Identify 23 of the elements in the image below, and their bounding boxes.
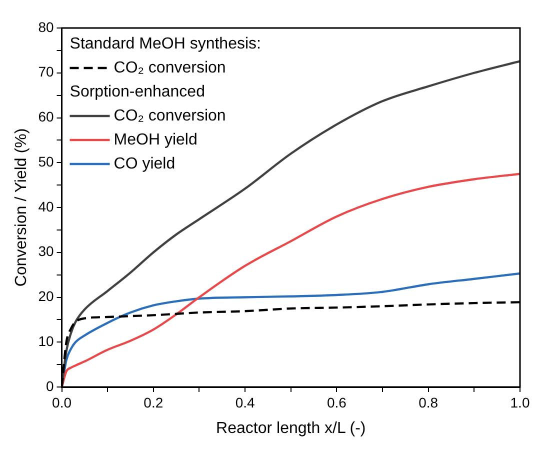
annotation: Sorption-enhanced [70, 83, 205, 100]
y-tick-label: 30 [38, 243, 54, 260]
y-tick-label: 60 [38, 108, 54, 125]
y-tick-label: 70 [38, 64, 54, 80]
annotation: Standard MeOH synthesis: [70, 35, 261, 52]
y-tick-label: 40 [38, 198, 54, 214]
legend-label: CO₂ conversion [114, 59, 226, 76]
y-tick-label: 0 [46, 378, 54, 394]
legend-label: CO yield [114, 155, 176, 172]
y-tick-label: 80 [38, 18, 54, 35]
legend-label: CO₂ conversion [114, 107, 226, 124]
y-tick-label: 20 [38, 288, 54, 304]
x-axis-title: Reactor length x/L (-) [216, 420, 366, 437]
legend-label: MeOH yield [114, 131, 198, 148]
x-tick-label: 0.6 [326, 394, 347, 410]
y-tick-label: 10 [38, 332, 54, 349]
x-tick-label: 0.2 [144, 394, 164, 410]
x-tick-label: 0.4 [235, 394, 256, 410]
x-tick-label: 1.0 [510, 394, 530, 410]
y-axis-title: Conversion / Yield (%) [13, 128, 30, 287]
x-tick-label: 0.0 [52, 394, 72, 410]
x-tick-label: 0.8 [418, 394, 438, 410]
y-tick-label: 50 [38, 153, 54, 170]
